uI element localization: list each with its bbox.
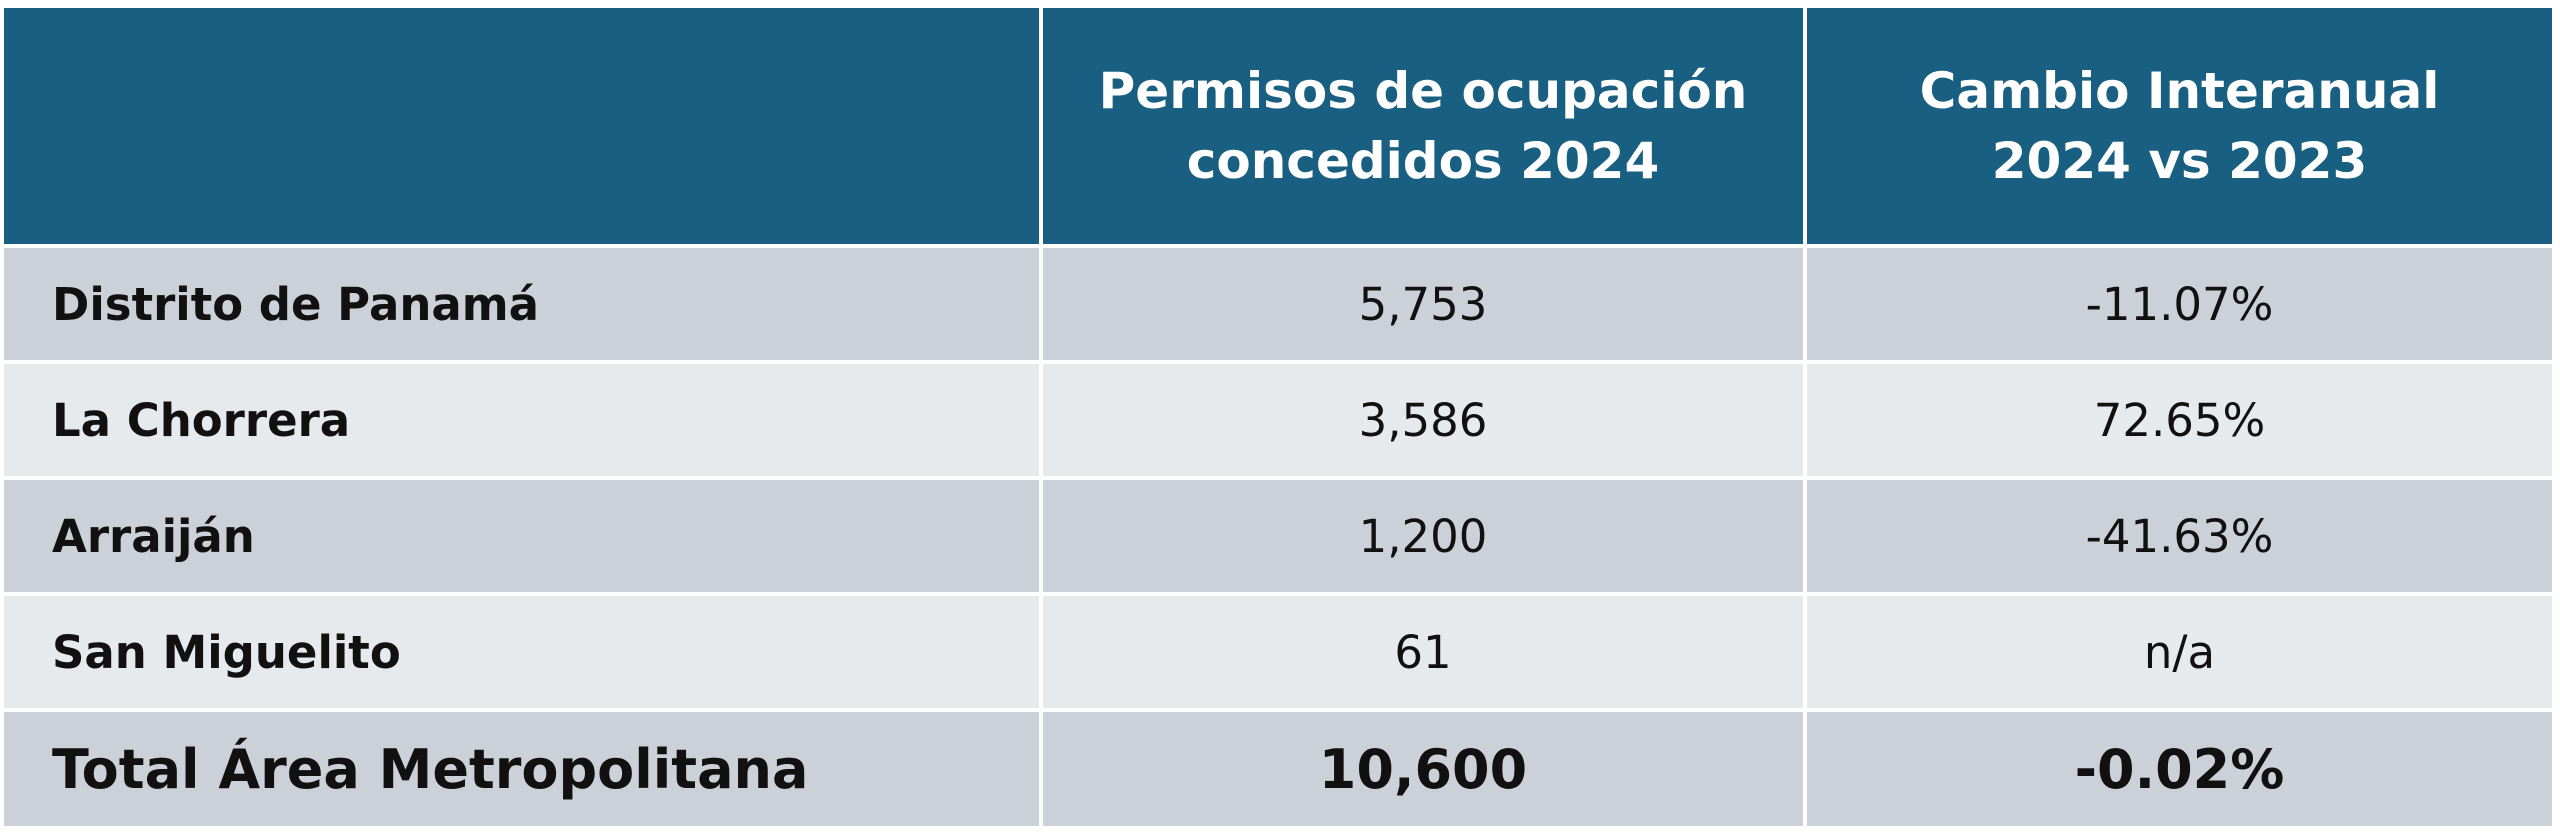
row-label: San Miguelito [4, 596, 1039, 708]
header-text: Permisos de ocupación concedidos 2024 [1098, 62, 1748, 190]
table-cell: 61 [1043, 596, 1803, 708]
table-cell: -0.02% [1807, 712, 2552, 826]
table-cell: 1,200 [1043, 480, 1803, 592]
header-text: Cambio Interanual 2024 vs 2023 [1919, 62, 2440, 190]
table: Permisos de ocupación concedidos 2024 Ca… [4, 8, 2552, 826]
table-cell: 5,753 [1043, 248, 1803, 360]
row-label: Total Área Metropolitana [4, 712, 1039, 826]
header-cell [4, 8, 1039, 244]
row-label: Arraiján [4, 480, 1039, 592]
table-cell: -41.63% [1807, 480, 2552, 592]
header-cell: Permisos de ocupación concedidos 2024 [1043, 8, 1803, 244]
table-cell: 10,600 [1043, 712, 1803, 826]
row-label: Distrito de Panamá [4, 248, 1039, 360]
header-cell: Cambio Interanual 2024 vs 2023 [1807, 8, 2552, 244]
row-label: La Chorrera [4, 364, 1039, 476]
table-cell: -11.07% [1807, 248, 2552, 360]
table-cell: n/a [1807, 596, 2552, 708]
table-cell: 72.65% [1807, 364, 2552, 476]
table-cell: 3,586 [1043, 364, 1803, 476]
